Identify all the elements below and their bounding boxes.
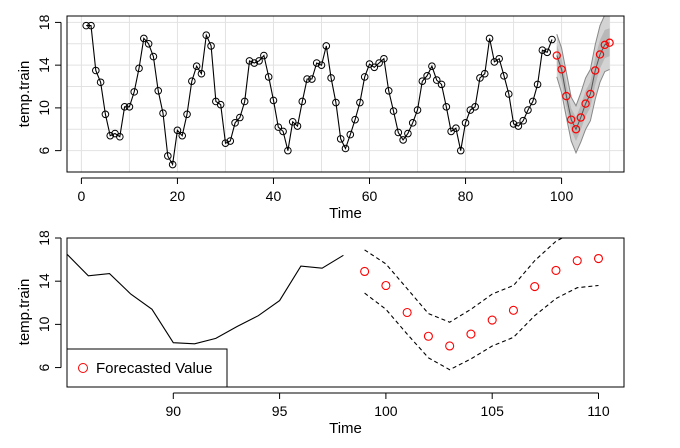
top-x-tick-label: 80 xyxy=(458,188,474,204)
bottom-forecast-point xyxy=(552,266,560,274)
bottom-y-tick-label: 18 xyxy=(36,230,52,246)
bottom-forecast-point xyxy=(594,255,602,263)
top-y-tick-label: 18 xyxy=(36,14,52,30)
bottom-forecast-point xyxy=(382,282,390,290)
bottom-forecast-point xyxy=(531,283,539,291)
bottom-upper-bound-line xyxy=(365,229,599,322)
top-x-tick-label: 60 xyxy=(362,188,378,204)
bottom-forecast-point xyxy=(403,309,411,317)
bottom-forecast-point xyxy=(361,267,369,275)
bottom-forecast-point xyxy=(509,306,517,314)
bottom-forecast-point xyxy=(446,342,454,350)
top-chart-axes: 0 20 40 60 80 100 6 10 14 18 xyxy=(36,14,573,204)
bottom-chart-axes: 90 95 100 105 110 6 10 14 18 xyxy=(36,230,610,419)
top-chart-y-axis-label: temp.train xyxy=(16,61,33,128)
top-x-tick-label: 20 xyxy=(170,188,186,204)
top-chart-confidence-band xyxy=(557,14,610,153)
top-y-tick-label: 6 xyxy=(36,147,52,155)
bottom-lower-bound-line xyxy=(365,286,599,370)
bottom-x-tick-label: 110 xyxy=(587,403,610,419)
top-x-tick-label: 40 xyxy=(266,188,282,204)
bottom-forecast-point xyxy=(467,330,475,338)
bottom-chart-y-axis-label: temp.train xyxy=(16,279,33,346)
bottom-y-tick-label: 14 xyxy=(36,273,52,289)
bottom-observed-line xyxy=(67,254,343,344)
bottom-forecast-point xyxy=(573,257,581,265)
bottom-x-tick-label: 90 xyxy=(166,403,182,419)
bottom-forecast-point xyxy=(424,332,432,340)
top-chart-x-axis-label: Time xyxy=(329,205,362,222)
top-x-tick-label: 100 xyxy=(550,188,574,204)
bottom-y-tick-label: 10 xyxy=(36,316,52,332)
bottom-x-tick-label: 105 xyxy=(481,403,505,419)
bottom-x-tick-label: 95 xyxy=(272,403,288,419)
legend-forecast-label: Forecasted Value xyxy=(96,360,212,377)
bottom-x-tick-label: 100 xyxy=(374,403,398,419)
top-y-tick-label: 14 xyxy=(36,57,52,73)
bottom-forecast-point xyxy=(488,316,496,324)
top-y-tick-label: 10 xyxy=(36,100,52,116)
bottom-y-tick-label: 6 xyxy=(36,363,52,371)
bottom-chart-legend: Forecasted Value xyxy=(67,349,227,387)
bottom-chart-x-axis-label: Time xyxy=(329,420,362,437)
top-x-tick-label: 0 xyxy=(78,188,86,204)
top-observed-line xyxy=(86,26,552,165)
